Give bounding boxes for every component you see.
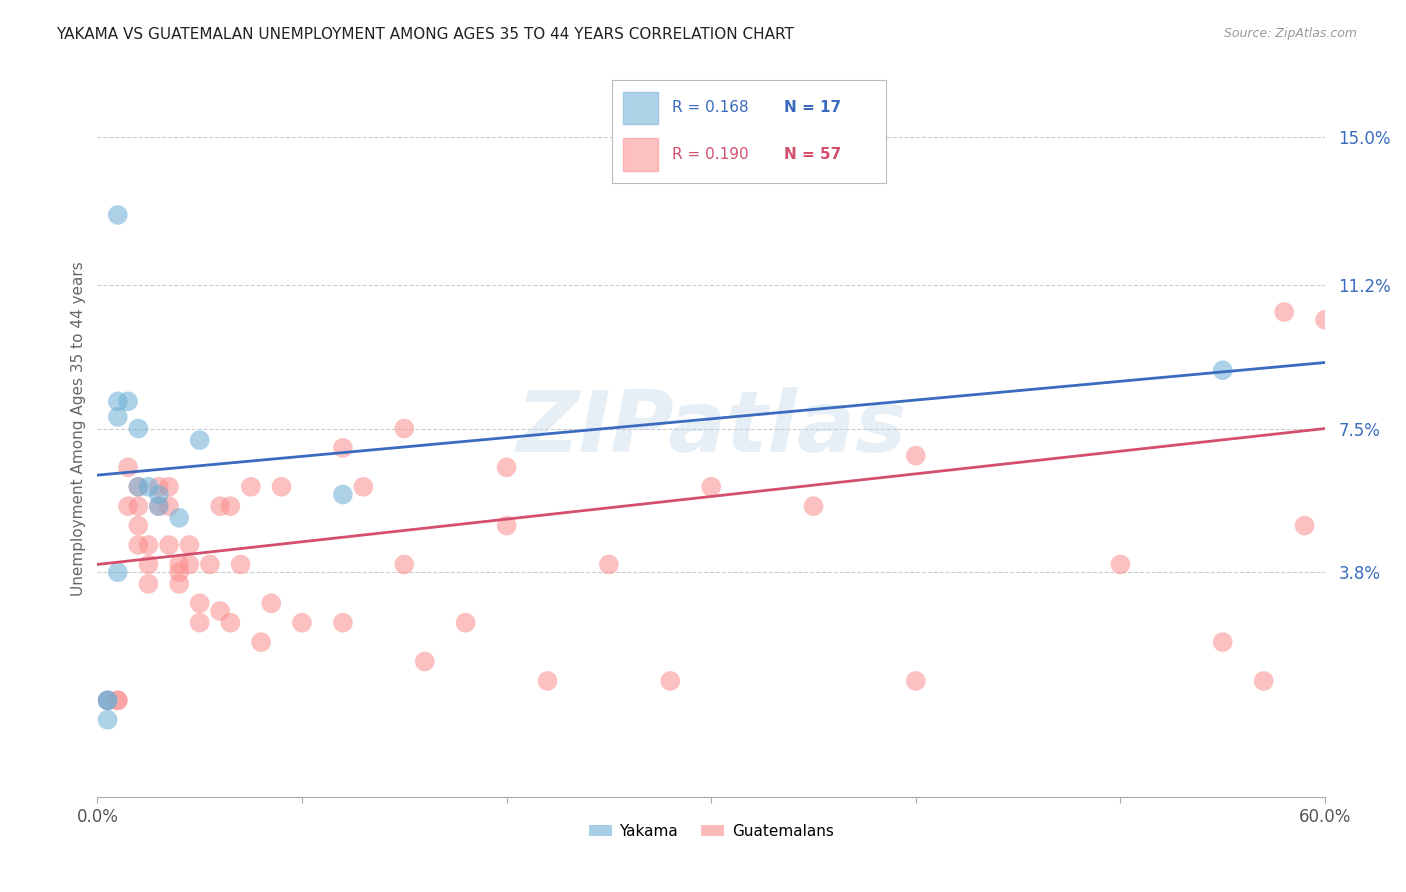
Point bbox=[352, 480, 374, 494]
Point bbox=[127, 499, 149, 513]
Point bbox=[138, 558, 160, 572]
Point bbox=[148, 499, 170, 513]
Point bbox=[332, 487, 354, 501]
Point bbox=[97, 693, 120, 707]
Point bbox=[219, 499, 242, 513]
Point bbox=[198, 558, 221, 572]
Legend: Yakama, Guatemalans: Yakama, Guatemalans bbox=[582, 818, 839, 845]
Point bbox=[138, 480, 160, 494]
Point bbox=[413, 655, 436, 669]
Text: N = 57: N = 57 bbox=[785, 146, 842, 161]
Point bbox=[250, 635, 273, 649]
Point bbox=[167, 511, 190, 525]
Point bbox=[700, 480, 723, 494]
Point bbox=[1313, 313, 1336, 327]
Point bbox=[157, 480, 180, 494]
Text: Source: ZipAtlas.com: Source: ZipAtlas.com bbox=[1223, 27, 1357, 40]
Point bbox=[332, 441, 354, 455]
Point bbox=[495, 518, 517, 533]
Point bbox=[97, 693, 120, 707]
Point bbox=[188, 615, 211, 630]
Point bbox=[1212, 363, 1234, 377]
Point bbox=[904, 673, 927, 688]
Text: N = 17: N = 17 bbox=[785, 101, 841, 115]
Text: R = 0.168: R = 0.168 bbox=[672, 101, 748, 115]
Point bbox=[148, 480, 170, 494]
Point bbox=[209, 604, 232, 618]
Y-axis label: Unemployment Among Ages 35 to 44 years: Unemployment Among Ages 35 to 44 years bbox=[72, 261, 86, 596]
Point bbox=[148, 487, 170, 501]
Point bbox=[117, 460, 139, 475]
Bar bbox=[623, 137, 658, 170]
Point bbox=[1253, 673, 1275, 688]
Point bbox=[127, 421, 149, 435]
Point bbox=[536, 673, 558, 688]
Point bbox=[394, 421, 416, 435]
Text: ZIPatlas: ZIPatlas bbox=[516, 387, 907, 470]
Text: YAKAMA VS GUATEMALAN UNEMPLOYMENT AMONG AGES 35 TO 44 YEARS CORRELATION CHART: YAKAMA VS GUATEMALAN UNEMPLOYMENT AMONG … bbox=[56, 27, 794, 42]
Point bbox=[97, 713, 120, 727]
Point bbox=[179, 558, 201, 572]
Point bbox=[157, 499, 180, 513]
Point bbox=[127, 480, 149, 494]
Point bbox=[127, 518, 149, 533]
Point bbox=[167, 558, 190, 572]
Point bbox=[188, 433, 211, 447]
Point bbox=[659, 673, 682, 688]
Point bbox=[138, 577, 160, 591]
Point bbox=[270, 480, 292, 494]
Point bbox=[239, 480, 262, 494]
Point bbox=[107, 565, 129, 579]
Point bbox=[904, 449, 927, 463]
Point bbox=[188, 596, 211, 610]
Point bbox=[1272, 305, 1295, 319]
Point bbox=[260, 596, 283, 610]
Point bbox=[107, 693, 129, 707]
Point bbox=[598, 558, 620, 572]
Point bbox=[291, 615, 314, 630]
Bar bbox=[623, 92, 658, 124]
Point bbox=[107, 208, 129, 222]
Point bbox=[97, 693, 120, 707]
Point bbox=[332, 615, 354, 630]
Point bbox=[803, 499, 825, 513]
Point bbox=[209, 499, 232, 513]
Point bbox=[127, 480, 149, 494]
Point bbox=[117, 394, 139, 409]
Point bbox=[107, 409, 129, 424]
Point bbox=[107, 394, 129, 409]
Point bbox=[1212, 635, 1234, 649]
Point bbox=[148, 499, 170, 513]
Point bbox=[167, 565, 190, 579]
Point bbox=[229, 558, 252, 572]
Text: R = 0.190: R = 0.190 bbox=[672, 146, 748, 161]
Point bbox=[179, 538, 201, 552]
Point bbox=[495, 460, 517, 475]
Point bbox=[117, 499, 139, 513]
Point bbox=[167, 577, 190, 591]
Point bbox=[454, 615, 477, 630]
Point bbox=[1109, 558, 1132, 572]
Point bbox=[138, 538, 160, 552]
Point bbox=[394, 558, 416, 572]
Point bbox=[219, 615, 242, 630]
Point bbox=[157, 538, 180, 552]
Point bbox=[1294, 518, 1316, 533]
Point bbox=[107, 693, 129, 707]
Point bbox=[127, 538, 149, 552]
